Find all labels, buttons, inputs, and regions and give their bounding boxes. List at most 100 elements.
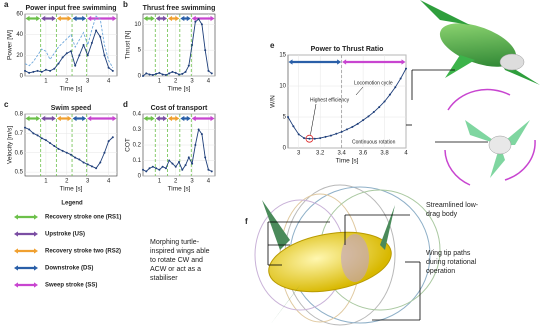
phase-arrowhead bbox=[56, 15, 61, 22]
x-tick-label: 4 bbox=[107, 79, 111, 85]
phase-arrowhead bbox=[143, 15, 148, 22]
data-point bbox=[168, 72, 171, 75]
y-axis-label: W/N bbox=[270, 95, 277, 108]
data-point bbox=[335, 132, 338, 135]
data-point bbox=[161, 73, 164, 76]
phase-arrowhead bbox=[25, 15, 30, 22]
x-tick-label: 4 bbox=[107, 179, 111, 185]
data-point bbox=[405, 67, 407, 70]
x-tick-label: 1 bbox=[158, 179, 162, 185]
data-point bbox=[351, 125, 354, 128]
annotation: Highest efficiency bbox=[310, 97, 350, 103]
x-tick-label: 2 bbox=[174, 179, 178, 185]
phase-arrowhead bbox=[36, 15, 41, 22]
data-point bbox=[171, 70, 174, 73]
data-point bbox=[372, 111, 375, 114]
phase-arrowhead bbox=[150, 115, 155, 122]
annotation: to rotate CW and bbox=[150, 257, 203, 264]
data-point bbox=[346, 128, 348, 131]
phase-arrowhead bbox=[14, 265, 18, 271]
phase-arrowhead bbox=[34, 231, 38, 237]
data-point bbox=[95, 167, 98, 170]
data-point bbox=[107, 140, 110, 143]
y-axis-label: Thrust [N] bbox=[125, 31, 132, 60]
chart-title: Cost of transport bbox=[151, 105, 208, 112]
data-point bbox=[36, 69, 39, 72]
data-point bbox=[24, 69, 26, 72]
data-point bbox=[194, 144, 197, 146]
data-point bbox=[362, 119, 365, 122]
y-tick-label: 60 bbox=[16, 12, 23, 18]
data-line bbox=[142, 128, 212, 172]
data-point bbox=[78, 54, 81, 57]
data-point bbox=[155, 167, 158, 170]
chart-title: Power to Thrust Ratio bbox=[311, 46, 384, 53]
data-point bbox=[28, 71, 31, 74]
phase-arrowhead bbox=[67, 115, 72, 122]
x-axis-label: Time [s] bbox=[60, 186, 83, 193]
data-point bbox=[90, 165, 93, 168]
data-point bbox=[74, 156, 77, 159]
data-point bbox=[184, 70, 187, 73]
phase-arrowhead bbox=[168, 115, 173, 122]
phase-arrowhead bbox=[34, 282, 38, 288]
data-point bbox=[49, 142, 52, 145]
data-point bbox=[378, 106, 381, 109]
data-point bbox=[161, 165, 164, 168]
data-point bbox=[28, 128, 31, 131]
y-tick-label: 0.4 bbox=[133, 112, 142, 118]
data-point bbox=[142, 168, 144, 171]
data-point bbox=[191, 162, 194, 165]
annotation-arrow bbox=[310, 103, 317, 135]
data-point bbox=[207, 69, 210, 72]
phase-arrowhead bbox=[41, 115, 46, 122]
legend-label: Sweep stroke (SS) bbox=[45, 283, 97, 289]
x-tick-label: 1 bbox=[44, 179, 48, 185]
panel-letter: d bbox=[123, 100, 128, 109]
data-point bbox=[40, 137, 43, 140]
x-tick-label: 3 bbox=[297, 151, 301, 157]
data-point bbox=[313, 137, 316, 140]
panel-letter: c bbox=[4, 100, 9, 109]
phase-arrowhead bbox=[112, 115, 117, 122]
phase-arrowhead bbox=[14, 214, 18, 220]
y-tick-label: 0.1 bbox=[133, 158, 142, 164]
y-axis-label: Power [W] bbox=[7, 30, 14, 60]
x-axis-label: Time [s] bbox=[168, 86, 191, 93]
x-tick-label: 3.4 bbox=[337, 151, 346, 157]
phase-arrowhead bbox=[163, 15, 168, 22]
chart-title: Power input free swimming bbox=[25, 5, 116, 12]
data-point bbox=[82, 44, 85, 46]
phase-arrowhead bbox=[186, 15, 191, 22]
phase-arrowhead bbox=[87, 115, 92, 122]
data-point bbox=[24, 126, 26, 129]
y-tick-label: 0.6 bbox=[15, 150, 24, 156]
x-tick-label: 3 bbox=[86, 179, 90, 185]
data-point bbox=[148, 73, 151, 76]
x-tick-label: 2 bbox=[65, 179, 69, 185]
data-point bbox=[111, 136, 114, 139]
legend-label: Recovery stroke one (RS1) bbox=[45, 215, 121, 221]
data-point bbox=[181, 168, 184, 171]
data-point bbox=[178, 73, 180, 76]
data-point bbox=[53, 67, 56, 70]
phase-arrowhead bbox=[34, 248, 38, 254]
wing-paths-image bbox=[254, 184, 441, 326]
annotation: Continuous rotation bbox=[352, 139, 396, 145]
phase-arrowhead bbox=[155, 15, 160, 22]
phase-arrowhead bbox=[112, 15, 117, 22]
data-point bbox=[49, 69, 52, 72]
x-tick-label: 3.8 bbox=[380, 151, 389, 157]
data-point bbox=[181, 72, 184, 75]
x-axis-label: Time [s] bbox=[336, 158, 359, 165]
data-point bbox=[32, 132, 35, 135]
legend-label: Recovery stroke two (RS2) bbox=[45, 249, 121, 255]
data-point bbox=[303, 137, 306, 140]
plot-area bbox=[24, 113, 118, 177]
data-point bbox=[184, 164, 187, 167]
phase-arrowhead bbox=[41, 15, 46, 22]
x-tick-label: 2 bbox=[65, 79, 69, 85]
annotation-arrow bbox=[355, 86, 364, 96]
x-tick-label: 1 bbox=[158, 79, 162, 85]
